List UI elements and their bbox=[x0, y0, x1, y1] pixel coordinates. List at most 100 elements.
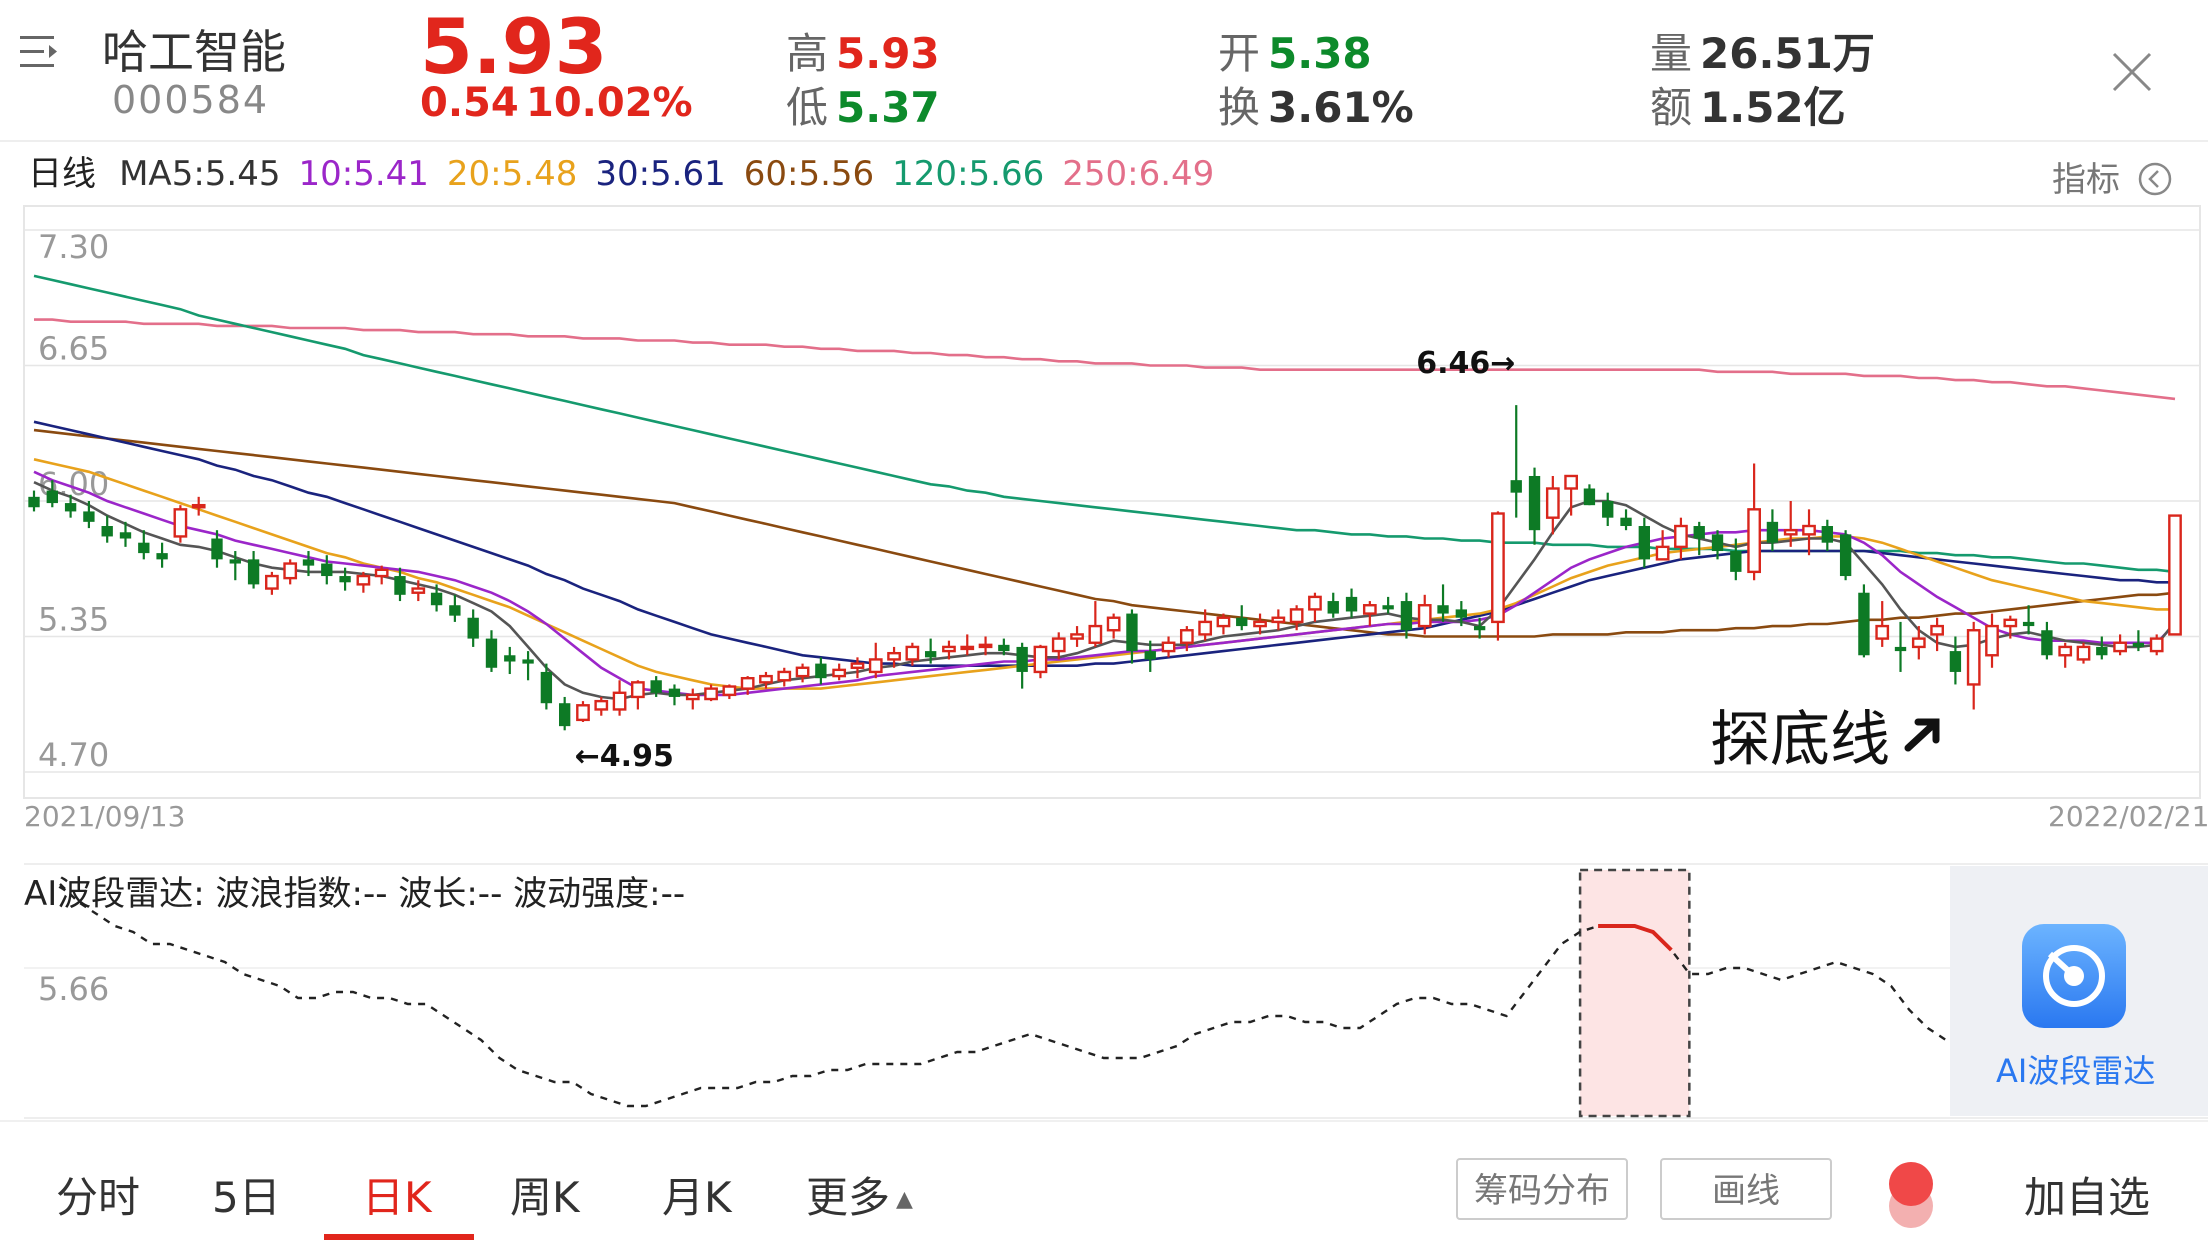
chart-frame bbox=[23, 205, 2201, 799]
candle bbox=[1766, 509, 1779, 552]
candle bbox=[449, 594, 461, 622]
open-value: 5.38 bbox=[1268, 29, 1372, 78]
period-label: 日线 bbox=[28, 154, 96, 194]
candle-body bbox=[101, 526, 113, 537]
candle bbox=[1528, 467, 1541, 545]
candle bbox=[229, 551, 241, 581]
candle-body bbox=[1510, 480, 1522, 493]
candle-body bbox=[1930, 624, 1944, 636]
active-tab-underline bbox=[324, 1234, 474, 1240]
candle bbox=[612, 680, 627, 716]
draw-line-button[interactable]: 画线 bbox=[1660, 1158, 1832, 1220]
candle bbox=[815, 657, 827, 685]
ma-legend-item: 20:5.48 bbox=[446, 154, 578, 194]
candle bbox=[1510, 405, 1522, 518]
stock-name: 哈工智能 bbox=[102, 25, 286, 79]
open-price-stat: 开 5.38 bbox=[1218, 20, 1372, 81]
bottom-line-note: 探底线 bbox=[1710, 705, 1890, 775]
candle-body bbox=[1620, 517, 1632, 527]
candle bbox=[685, 688, 700, 710]
menu-button[interactable] bbox=[20, 34, 60, 70]
candle-body bbox=[1528, 475, 1541, 531]
candle bbox=[1491, 511, 1505, 641]
candle bbox=[2041, 621, 2053, 660]
kline-chart[interactable]: 7.306.656.005.354.706.46→←4.95 探底线 bbox=[0, 200, 2208, 860]
candle bbox=[2058, 642, 2073, 668]
ma120-line bbox=[33, 274, 2176, 574]
candle bbox=[668, 684, 681, 706]
candle bbox=[1985, 613, 1999, 668]
wave-radar-chart[interactable] bbox=[0, 862, 2208, 1122]
candle bbox=[265, 571, 279, 595]
candle bbox=[777, 667, 792, 687]
candle-body bbox=[887, 651, 901, 661]
candle bbox=[559, 696, 571, 731]
candle bbox=[2003, 615, 2018, 639]
ai-radar-panel[interactable]: AI波段雷达 bbox=[1950, 866, 2208, 1116]
candle bbox=[1875, 601, 1890, 647]
candle bbox=[1106, 613, 1121, 639]
candle bbox=[704, 684, 718, 702]
candle-body bbox=[321, 563, 333, 577]
candle bbox=[1638, 517, 1650, 568]
candle-body bbox=[1821, 526, 1833, 543]
close-button[interactable] bbox=[2110, 50, 2154, 94]
candle-body bbox=[1126, 613, 1138, 652]
record-button[interactable] bbox=[1886, 1156, 1936, 1236]
high-price-stat: 高 5.93 bbox=[786, 20, 940, 81]
candle bbox=[504, 646, 516, 675]
radar-icon bbox=[2022, 924, 2126, 1028]
candle bbox=[283, 559, 298, 585]
candle-body bbox=[704, 687, 718, 701]
candle-body bbox=[815, 663, 827, 679]
hamburger-icon bbox=[20, 36, 57, 67]
ma-legend-item: 250:6.49 bbox=[1062, 154, 1215, 194]
candle-body bbox=[339, 576, 351, 583]
candle-body bbox=[1583, 488, 1596, 506]
open-label: 开 bbox=[1218, 29, 1261, 78]
more-dropdown[interactable]: 更多 ▲ bbox=[806, 1164, 913, 1225]
candle-body bbox=[1730, 551, 1742, 572]
wave-highlight-segment bbox=[1598, 924, 1673, 952]
candle bbox=[2076, 642, 2091, 664]
low-label: 低 bbox=[786, 83, 829, 132]
tab-intraday[interactable]: 分时 bbox=[56, 1173, 141, 1222]
y-tick-label: 5.35 bbox=[38, 601, 109, 639]
candle bbox=[1016, 642, 1028, 689]
candle-body bbox=[942, 645, 956, 653]
candle-body bbox=[905, 645, 920, 661]
ma-legend: 日线 MA5:5.45 10:5.41 20:5.48 30:5.61 60:5.56 1… bbox=[28, 146, 1250, 195]
candle bbox=[942, 640, 956, 660]
add-watchlist-button[interactable]: 加自选 bbox=[2024, 1173, 2151, 1222]
candle-body bbox=[1949, 651, 1962, 672]
candle bbox=[2096, 636, 2108, 660]
candle bbox=[1051, 632, 1066, 660]
candle bbox=[905, 642, 920, 666]
indicator-button[interactable]: 指标 bbox=[2052, 152, 2173, 201]
candle bbox=[138, 530, 150, 560]
chip-distribution-button[interactable]: 筹码分布 bbox=[1456, 1158, 1628, 1220]
candle-body bbox=[302, 559, 315, 566]
candle-body bbox=[467, 617, 479, 639]
candle bbox=[2149, 634, 2164, 656]
candle bbox=[832, 663, 847, 681]
candle bbox=[46, 480, 58, 508]
candle-body bbox=[1875, 624, 1890, 640]
tab-5day[interactable]: 5日 bbox=[212, 1173, 281, 1222]
candle bbox=[1382, 596, 1394, 614]
candle bbox=[522, 651, 534, 681]
candle bbox=[759, 671, 773, 689]
candle bbox=[191, 496, 206, 516]
tab-monthly-k[interactable]: 月K bbox=[662, 1173, 732, 1222]
tab-weekly-k[interactable]: 周K bbox=[510, 1173, 580, 1222]
candle bbox=[356, 571, 371, 593]
candle-body bbox=[1674, 524, 1688, 549]
price-change: 0.54 bbox=[420, 80, 519, 126]
candle bbox=[173, 505, 188, 543]
highlight-box bbox=[1578, 868, 1691, 1118]
candle-body bbox=[559, 703, 571, 727]
candle bbox=[630, 680, 645, 710]
tab-daily-k[interactable]: 日K bbox=[362, 1173, 432, 1222]
candle bbox=[1783, 501, 1798, 547]
candle bbox=[2113, 634, 2127, 656]
